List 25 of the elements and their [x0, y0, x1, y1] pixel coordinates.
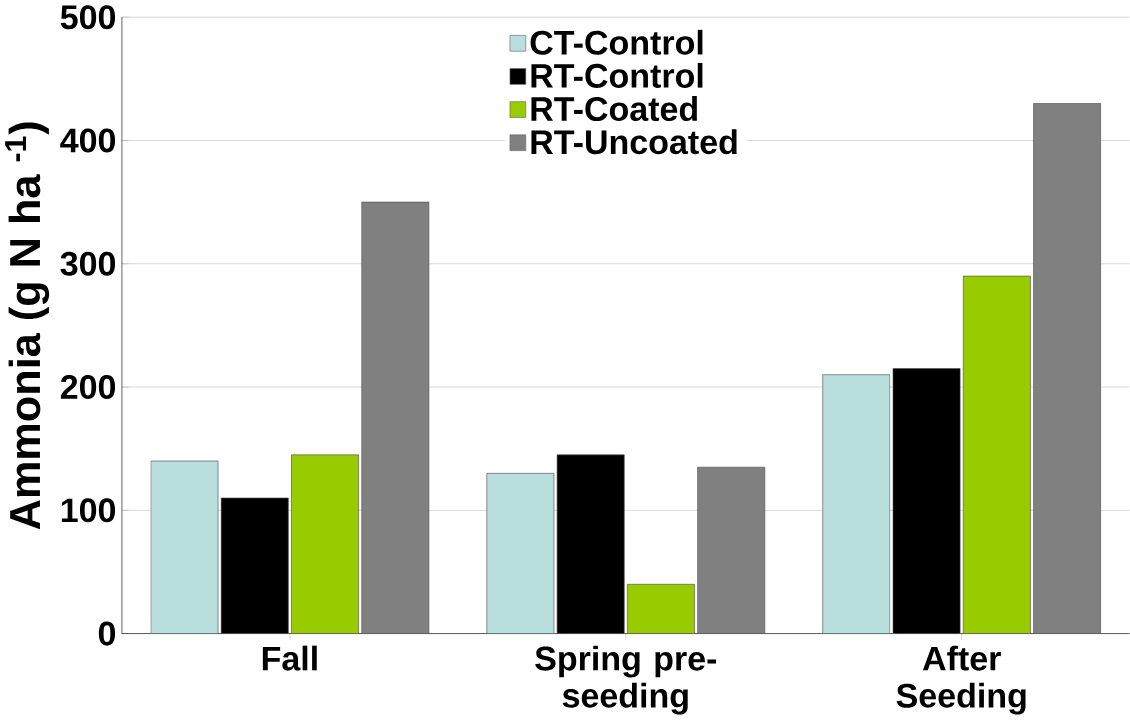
bar — [892, 368, 961, 634]
y-tick-label: 400 — [60, 128, 116, 153]
y-tick-label: 0 — [98, 621, 116, 646]
bar — [291, 454, 359, 634]
bar — [361, 201, 430, 634]
bar — [697, 467, 766, 634]
legend-label: RT-Control — [531, 63, 703, 89]
bar — [220, 497, 289, 634]
legend-label: RT-Coated — [531, 96, 697, 122]
y-tick-label: 100 — [61, 498, 116, 523]
y-tick-label: 200 — [60, 375, 116, 400]
y-tick-label: 300 — [60, 251, 116, 276]
x-tick-label: Spring pre-seeding — [535, 645, 717, 715]
bar — [1033, 103, 1102, 634]
bar — [627, 584, 695, 634]
legend-label: RT-Uncoated — [531, 129, 737, 155]
x-tick-label: After Seeding — [896, 645, 1026, 715]
bar — [962, 275, 1031, 634]
y-tick-label: 500 — [60, 5, 116, 30]
bar — [150, 460, 219, 634]
y-axis-title: Ammonia (g N ha $^{-1}$) — [5, 122, 50, 530]
x-tick-label: Fall — [262, 645, 317, 671]
bar — [822, 374, 891, 634]
bar — [556, 454, 625, 634]
legend-label: CT-Control — [530, 29, 703, 55]
